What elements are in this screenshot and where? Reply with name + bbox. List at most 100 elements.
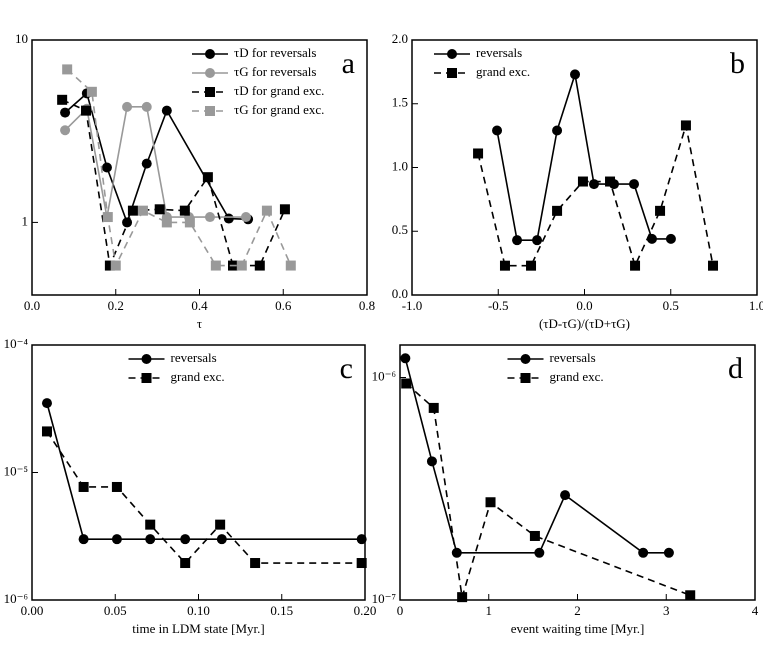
marker bbox=[102, 212, 113, 223]
marker bbox=[529, 530, 540, 541]
y-tick-label: 1 bbox=[22, 213, 29, 228]
series-line bbox=[66, 68, 292, 269]
marker bbox=[104, 260, 115, 271]
legend-marker bbox=[141, 373, 152, 383]
legend-marker bbox=[447, 49, 457, 59]
marker bbox=[184, 217, 195, 228]
legend-marker bbox=[205, 87, 215, 97]
x-tick-label: 2 bbox=[574, 603, 581, 618]
x-tick-label: 0.15 bbox=[270, 603, 293, 618]
x-tick-label: 3 bbox=[663, 603, 670, 618]
x-tick-label: 0.6 bbox=[275, 298, 292, 313]
legend-marker bbox=[520, 354, 531, 364]
marker bbox=[588, 179, 599, 190]
marker bbox=[400, 353, 411, 364]
marker bbox=[552, 125, 563, 136]
legend-marker bbox=[141, 354, 152, 364]
marker bbox=[401, 378, 412, 389]
panel-label: a bbox=[342, 47, 355, 80]
marker bbox=[240, 212, 251, 223]
marker bbox=[577, 176, 588, 187]
marker bbox=[210, 260, 221, 271]
marker bbox=[534, 547, 545, 558]
x-tick-label: 0.4 bbox=[191, 298, 208, 313]
marker bbox=[552, 205, 563, 216]
x-tick-label: 0.00 bbox=[21, 603, 44, 618]
marker bbox=[122, 101, 133, 112]
legend-label: grand exc. bbox=[171, 369, 225, 384]
marker bbox=[532, 235, 543, 246]
legend-marker bbox=[205, 106, 215, 116]
marker bbox=[60, 125, 71, 136]
panel-label: d bbox=[728, 352, 743, 385]
x-tick-label: -1.0 bbox=[402, 298, 423, 313]
legend-label: τD for grand exc. bbox=[234, 83, 324, 98]
marker bbox=[630, 260, 641, 271]
y-tick-label: 10⁻⁶ bbox=[372, 368, 396, 383]
series-line bbox=[405, 382, 691, 598]
marker bbox=[457, 592, 468, 603]
x-tick-label: 0.2 bbox=[108, 298, 124, 313]
marker bbox=[485, 497, 496, 508]
marker bbox=[111, 534, 122, 545]
legend-label: reversals bbox=[171, 350, 217, 365]
marker bbox=[512, 235, 523, 246]
marker bbox=[86, 86, 97, 97]
series-line bbox=[46, 402, 362, 540]
marker bbox=[285, 260, 296, 271]
marker bbox=[236, 260, 247, 271]
marker bbox=[216, 534, 227, 545]
series-line bbox=[61, 99, 286, 269]
y-tick-label: 10⁻⁴ bbox=[4, 336, 29, 351]
y-tick-label: 10⁻⁶ bbox=[4, 591, 28, 606]
x-tick-label: 1.0 bbox=[749, 298, 763, 313]
marker bbox=[78, 481, 89, 492]
x-tick-label: 0.20 bbox=[354, 603, 377, 618]
x-tick-label: -0.5 bbox=[488, 298, 509, 313]
legend-label: τG for reversals bbox=[234, 64, 316, 79]
x-tick-label: 0.8 bbox=[359, 298, 375, 313]
series-line bbox=[46, 430, 362, 565]
y-tick-label: 1.5 bbox=[392, 95, 408, 110]
marker bbox=[254, 260, 265, 271]
legend-marker bbox=[205, 68, 215, 78]
panel-label: c bbox=[340, 352, 353, 385]
marker bbox=[78, 534, 89, 545]
marker bbox=[154, 204, 165, 215]
marker bbox=[428, 402, 439, 413]
x-axis-label: time in LDM state [Myr.] bbox=[132, 621, 265, 636]
y-tick-label: 2.0 bbox=[392, 31, 408, 46]
marker bbox=[279, 204, 290, 215]
marker bbox=[111, 481, 122, 492]
marker bbox=[145, 534, 156, 545]
marker bbox=[110, 260, 121, 271]
marker bbox=[356, 534, 367, 545]
legend-marker bbox=[205, 49, 215, 59]
x-tick-label: 0.5 bbox=[663, 298, 679, 313]
y-tick-label: 0.5 bbox=[392, 222, 408, 237]
marker bbox=[492, 125, 503, 136]
marker bbox=[605, 176, 616, 187]
marker bbox=[646, 233, 657, 244]
x-tick-label: 1 bbox=[486, 603, 493, 618]
marker bbox=[180, 534, 191, 545]
marker bbox=[215, 519, 226, 530]
marker bbox=[223, 213, 234, 224]
y-tick-label: 1.0 bbox=[392, 158, 408, 173]
marker bbox=[161, 105, 172, 116]
marker bbox=[161, 217, 172, 228]
marker bbox=[663, 547, 674, 558]
series-line bbox=[496, 74, 671, 241]
marker bbox=[122, 217, 133, 228]
x-tick-label: 0 bbox=[397, 603, 404, 618]
marker bbox=[141, 101, 152, 112]
x-axis-label: (τD-τG)/(τD+τG) bbox=[539, 316, 630, 331]
legend-label: grand exc. bbox=[476, 64, 530, 79]
x-axis-label: event waiting time [Myr.] bbox=[511, 621, 645, 636]
marker bbox=[708, 260, 719, 271]
marker bbox=[665, 233, 676, 244]
legend-label: τG for grand exc. bbox=[234, 102, 324, 117]
marker bbox=[202, 172, 213, 183]
marker bbox=[560, 490, 571, 501]
